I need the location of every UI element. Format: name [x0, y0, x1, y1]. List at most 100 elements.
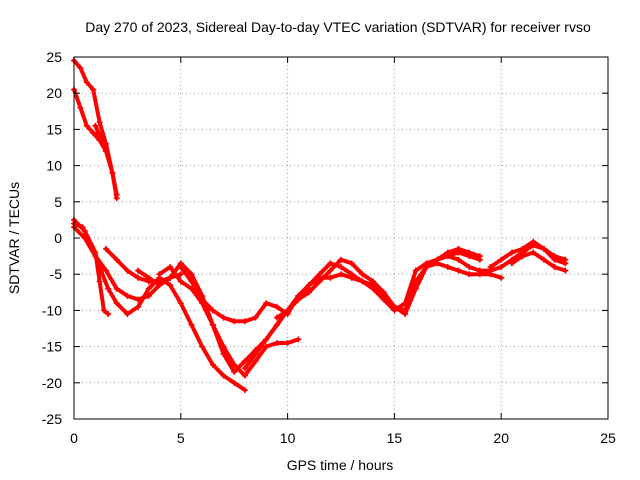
satellite-track-2-point	[109, 169, 116, 176]
satellite-track-12-point	[284, 307, 291, 314]
satellite-track-9-point	[241, 372, 248, 379]
satellite-track-12-point	[455, 267, 462, 274]
satellite-track-10-point	[338, 271, 344, 278]
x-tick-label: 5	[177, 430, 185, 446]
satellite-track-13-point	[444, 253, 451, 260]
x-tick-label: 10	[280, 430, 296, 446]
satellite-track-11-point	[348, 271, 355, 278]
y-tick-label: 10	[46, 158, 62, 174]
satellite-track-2-point	[83, 79, 90, 86]
satellite-track-14	[488, 239, 568, 269]
satellite-track-10-point	[263, 300, 270, 307]
satellite-track-12-point	[359, 271, 366, 278]
satellite-track-9-point	[231, 361, 238, 368]
satellite-track-14-point	[562, 256, 569, 263]
x-axis-label: GPS time / hours	[287, 457, 394, 473]
satellite-track-12-point	[380, 289, 387, 296]
satellite-track-5-point	[167, 282, 174, 289]
satellite-track-15-point	[540, 256, 547, 263]
satellite-track-7-point	[113, 256, 120, 263]
satellite-track-3-point	[92, 122, 99, 129]
y-axis-label: SDTVAR / TECUs	[6, 182, 22, 294]
satellite-track-12-point	[327, 267, 334, 274]
satellite-track-7-point	[135, 274, 142, 281]
satellite-track-14-point	[551, 253, 558, 260]
satellite-track-12-point	[316, 278, 323, 285]
satellite-track-1-point	[77, 104, 84, 111]
satellite-track-9-point	[295, 336, 302, 343]
satellite-track-13-point	[498, 263, 505, 270]
satellite-track-12-point	[434, 260, 441, 267]
satellite-track-15-point	[562, 267, 569, 274]
satellite-track-9-point	[167, 263, 174, 270]
satellite-track-15-point	[519, 253, 526, 260]
data-series	[71, 57, 569, 394]
satellite-track-7-point	[124, 267, 131, 274]
satellite-track-3-point	[94, 130, 101, 137]
satellite-track-12-point	[444, 263, 451, 270]
y-tick-label: -10	[42, 302, 62, 318]
satellite-track-2-point	[90, 86, 97, 93]
satellite-track-9-point	[252, 358, 259, 365]
satellite-track-5-point	[113, 300, 120, 307]
satellite-track-10-point	[241, 318, 248, 325]
satellite-track-5-point	[188, 321, 195, 328]
satellite-track-6-point	[135, 296, 142, 303]
satellite-track-10-point	[209, 307, 216, 314]
satellite-track-8-point	[188, 271, 195, 278]
satellite-track-5-point	[105, 285, 112, 292]
satellite-track-9-point	[220, 343, 227, 350]
satellite-track-12-point	[348, 260, 355, 267]
satellite-track-2	[72, 58, 119, 197]
x-tick-label: 0	[70, 430, 78, 446]
satellite-track-9-point	[284, 339, 291, 346]
y-tick-label: 25	[46, 49, 62, 65]
satellite-track-12-point	[423, 263, 430, 270]
satellite-track-2-point	[113, 191, 120, 198]
satellite-track-9-point	[263, 343, 270, 350]
satellite-track-10-point	[231, 318, 238, 325]
satellite-track-6-point	[124, 292, 131, 299]
y-tick-label: 0	[54, 230, 62, 246]
satellite-track-5-point	[241, 387, 248, 394]
satellite-track-14-point	[487, 263, 494, 270]
satellite-track-11-point	[316, 271, 323, 278]
satellite-track-12-point	[402, 307, 409, 314]
satellite-track-12-point	[370, 278, 377, 285]
satellite-track-10-point	[188, 278, 195, 285]
satellite-track-2-point	[96, 119, 103, 126]
satellite-track-9-point	[273, 339, 280, 346]
satellite-track-13-point	[455, 256, 462, 263]
satellite-track-11-point	[455, 245, 462, 252]
x-tick-label: 15	[387, 430, 403, 446]
satellite-track-11-point	[273, 321, 280, 328]
satellite-track-3-point	[98, 137, 105, 144]
satellite-track-5-point	[199, 343, 206, 350]
satellite-track-6-point	[92, 253, 99, 260]
x-tick-label: 20	[493, 430, 509, 446]
satellite-track-11-point	[476, 253, 483, 260]
satellite-track-4-point	[96, 278, 103, 285]
satellite-track-10-point	[327, 274, 334, 281]
satellite-track-9-point	[209, 321, 216, 328]
satellite-track-10-point	[220, 314, 227, 321]
satellite-track-10-point	[273, 303, 280, 310]
satellite-track-8-point	[156, 282, 163, 289]
satellite-track-12-point	[412, 278, 419, 285]
grid-lines	[74, 57, 608, 419]
satellite-track-5-point	[209, 361, 216, 368]
satellite-track-5-point	[220, 372, 227, 379]
satellite-track-8-point	[241, 358, 248, 365]
satellite-track-5-point	[135, 303, 142, 310]
satellite-track-10-point	[252, 314, 259, 321]
satellite-track-14-point	[498, 256, 505, 263]
satellite-track-13-point	[476, 267, 483, 274]
satellite-track-10-point	[199, 296, 206, 303]
satellite-track-15-point	[551, 263, 558, 270]
satellite-track-3-point	[103, 148, 110, 155]
y-tick-label: 5	[54, 194, 62, 210]
satellite-track-6-point	[103, 267, 110, 274]
satellite-track-8-point	[167, 274, 174, 281]
